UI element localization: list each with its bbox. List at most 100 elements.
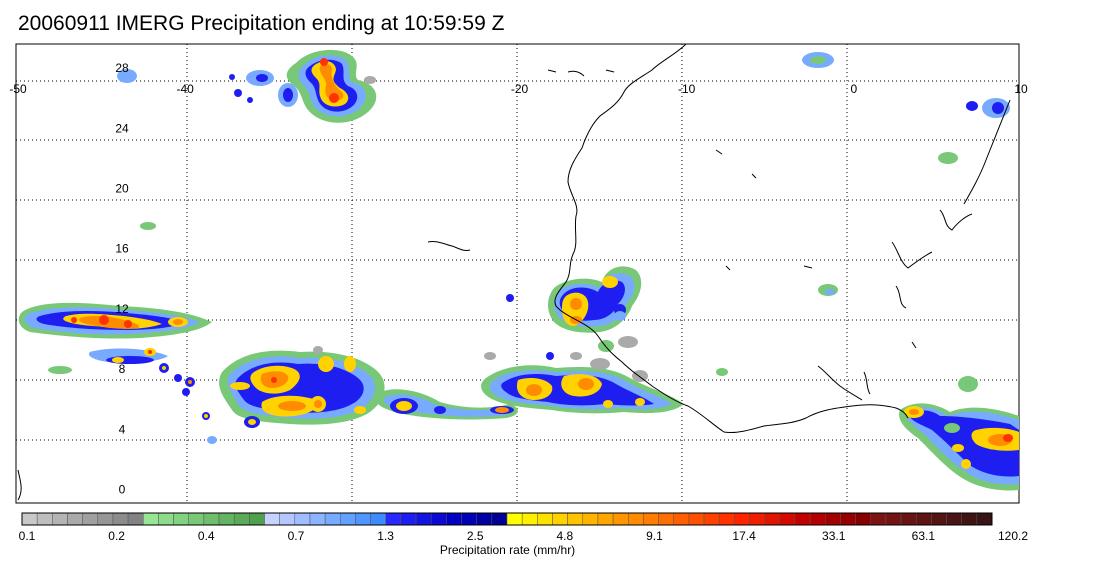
colorbar-swatch (597, 512, 614, 526)
colorbar-swatch (915, 512, 932, 526)
colorbar-swatch (294, 512, 311, 526)
lat-tick-label: 20 (115, 181, 129, 195)
precipitation-field (18, 49, 1019, 491)
colorbar-swatch (203, 512, 220, 526)
lon-tick-label: -10 (678, 82, 696, 96)
colorbar-swatch (749, 512, 765, 526)
colorbar-swatch (612, 512, 629, 526)
lat-tick-label: 24 (115, 121, 129, 135)
colorbar-swatch (491, 512, 508, 526)
lat-tick-label: 4 (119, 422, 126, 436)
colorbar-swatch (734, 512, 750, 526)
colorbar-tick-label: 63.1 (912, 529, 936, 543)
colorbar-swatch (658, 512, 674, 526)
colorbar-swatch (900, 512, 917, 526)
colorbar-tick-label: 120.2 (998, 529, 1028, 543)
lon-tick-label: -40 (176, 82, 194, 96)
colorbar-swatch (279, 512, 296, 526)
colorbar-swatch (552, 512, 568, 526)
colorbar-swatch (855, 512, 871, 526)
colorbar-tick-label: 2.5 (467, 529, 484, 543)
lat-tick-label: 8 (119, 362, 126, 376)
colorbar-swatch (885, 512, 902, 526)
colorbar-swatch (355, 512, 371, 526)
colorbar-swatch (52, 512, 68, 526)
colorbar-swatch (249, 512, 265, 526)
colorbar-swatch (779, 512, 796, 526)
colorbar-tick-label: 4.8 (556, 529, 573, 543)
colorbar-swatch (976, 512, 993, 526)
colorbar-tick-label: 0.4 (198, 529, 215, 543)
coastline-features (427, 69, 973, 401)
colorbar-swatch (870, 512, 887, 526)
colorbar-tick-label: 33.1 (822, 529, 846, 543)
lon-tick-label: -20 (511, 82, 529, 96)
colorbar-title: Precipitation rate (mm/hr) (439, 543, 576, 557)
lat-tick-label: 12 (115, 302, 129, 316)
colorbar-swatch (340, 512, 356, 526)
colorbar-swatch (506, 512, 523, 526)
colorbar-swatch (961, 512, 978, 526)
colorbar-tick-label: 0.1 (19, 529, 36, 543)
map-frame (15, 43, 1020, 504)
colorbar-swatch (537, 512, 553, 526)
colorbar-swatch (218, 512, 235, 526)
colorbar-swatch (188, 512, 205, 526)
colorbar-tick-label: 0.7 (288, 529, 305, 543)
colorbar-swatch (233, 512, 250, 526)
colorbar-swatch (809, 512, 826, 526)
latitude-labels: 28 24 20 16 12 8 4 0 (115, 61, 129, 496)
colorbar-swatch (370, 512, 386, 526)
colorbar-tick-label: 17.4 (732, 529, 756, 543)
colorbar-swatch (643, 512, 659, 526)
colorbar-swatch (97, 512, 114, 526)
lat-tick-label: 0 (119, 482, 126, 496)
colorbar-tick-label: 1.3 (377, 529, 394, 543)
colorbar-swatch (21, 512, 38, 526)
colorbar-swatch (112, 512, 129, 526)
longitude-labels: -50 -40 -20 -10 0 10 (9, 82, 1028, 96)
colorbar-swatch (718, 512, 735, 526)
colorbar-swatch (946, 512, 962, 526)
colorbar-swatch (688, 512, 705, 526)
lon-tick-label: 0 (850, 82, 857, 96)
coastline (17, 44, 1011, 501)
colorbar-swatch (415, 512, 432, 526)
colorbar-swatch (567, 512, 584, 526)
colorbar-swatch (264, 512, 280, 526)
lat-tick-label: 16 (115, 242, 129, 256)
lon-tick-label: -50 (9, 82, 27, 96)
colorbar-swatch (309, 512, 326, 526)
colorbar-swatch (82, 512, 99, 526)
colorbar-frame (21, 512, 993, 526)
colorbar-labels: 0.1 0.2 0.4 0.7 1.3 2.5 4.8 9.1 17.4 33.1 63.1 120.… (19, 529, 1029, 543)
colorbar-tick-label: 9.1 (646, 529, 663, 543)
colorbar-swatch (143, 512, 159, 526)
colorbar-swatch (461, 512, 477, 526)
colorbar-swatch (324, 512, 341, 526)
colorbar-swatch (521, 512, 538, 526)
colorbar-swatch (400, 512, 417, 526)
lat-tick-label: 28 (115, 61, 129, 75)
colorbar-swatch (825, 512, 841, 526)
colorbar-swatch (476, 512, 493, 526)
colorbar-swatch (931, 512, 947, 526)
colorbar-swatch (764, 512, 781, 526)
colorbar-swatch (385, 512, 402, 526)
colorbar-swatch (794, 512, 811, 526)
colorbar-swatch (67, 512, 83, 526)
colorbar-swatch (703, 512, 720, 526)
colorbar-swatch (673, 512, 690, 526)
colorbar-swatch (36, 512, 53, 526)
colorbar-swatch (446, 512, 462, 526)
colorbar-swatch (582, 512, 599, 526)
colorbar (21, 512, 993, 526)
colorbar-swatch (158, 512, 174, 526)
colorbar-swatch (173, 512, 189, 526)
colorbar-swatch (127, 512, 144, 526)
map-title: 20060911 IMERG Precipitation ending at 1… (18, 12, 505, 35)
lon-tick-label: 10 (1014, 82, 1028, 96)
colorbar-tick-label: 0.2 (108, 529, 125, 543)
colorbar-swatch (430, 512, 447, 526)
